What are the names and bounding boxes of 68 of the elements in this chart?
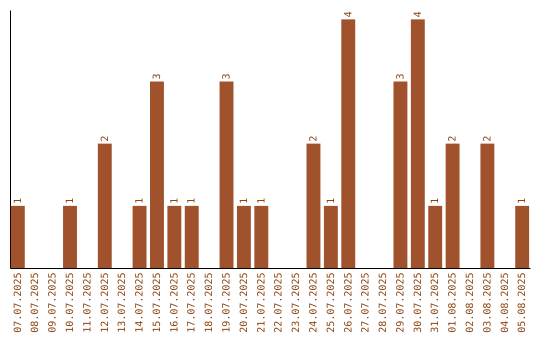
- data-label: 1: [238, 198, 250, 204]
- data-label: 3: [152, 73, 163, 80]
- x-tick-label: 12.07.2025: [100, 272, 111, 333]
- x-tick-label: 04.08.2025: [500, 272, 511, 333]
- x-tick-label: 09.07.2025: [48, 272, 59, 333]
- x-tick-label: 31.07.2025: [430, 272, 442, 333]
- data-label: 2: [100, 136, 111, 142]
- bar: [254, 206, 268, 268]
- x-tick-label: 20.07.2025: [238, 272, 250, 333]
- x-tick-label: 29.07.2025: [395, 272, 406, 333]
- x-tick-label: 14.07.2025: [134, 272, 146, 333]
- x-tick-label: 23.07.2025: [291, 272, 302, 333]
- x-tick-label: 03.08.2025: [482, 272, 494, 333]
- bar: [184, 206, 199, 268]
- data-label: 1: [134, 198, 146, 204]
- bar: [515, 206, 530, 268]
- x-tick-label: 05.08.2025: [517, 272, 528, 333]
- data-label: 1: [517, 198, 528, 204]
- bar: [132, 206, 147, 268]
- x-tick-label: 26.07.2025: [343, 272, 354, 333]
- bar: [167, 206, 182, 268]
- bar: [480, 144, 494, 268]
- bar: [428, 206, 442, 268]
- bar: [10, 206, 25, 268]
- bar: [393, 81, 408, 268]
- data-label: 1: [65, 198, 76, 204]
- data-label: 3: [395, 73, 406, 80]
- bar: [410, 19, 425, 268]
- data-label: 1: [12, 198, 24, 204]
- x-tick-label: 15.07.2025: [152, 272, 163, 333]
- bar: [150, 81, 164, 268]
- data-label: 3: [222, 73, 233, 80]
- data-label: 2: [448, 136, 459, 142]
- x-tick-label: 02.08.2025: [465, 272, 476, 333]
- x-tick-label: 21.07.2025: [256, 272, 268, 333]
- data-label: 2: [482, 136, 494, 142]
- data-label: 1: [186, 198, 198, 204]
- x-tick-label: 08.07.2025: [30, 272, 42, 333]
- x-tick-label: 17.07.2025: [186, 272, 198, 333]
- x-tick-label: 28.07.2025: [378, 272, 390, 333]
- data-label: 1: [326, 198, 337, 204]
- bar: [446, 144, 460, 268]
- data-label: 4: [343, 11, 354, 18]
- bar: [63, 206, 77, 268]
- data-label: 1: [430, 198, 442, 204]
- x-tick-label: 30.07.2025: [412, 272, 424, 333]
- bar: [306, 144, 320, 268]
- x-tick-label: 27.07.2025: [360, 272, 372, 333]
- x-tick-label: 22.07.2025: [274, 272, 285, 333]
- x-tick-label: 18.07.2025: [204, 272, 216, 333]
- data-label: 2: [308, 136, 320, 142]
- x-tick-label: 25.07.2025: [326, 272, 337, 333]
- bar: [324, 206, 338, 268]
- x-tick-label: 13.07.2025: [117, 272, 128, 333]
- x-tick-label: 10.07.2025: [65, 272, 76, 333]
- x-tick-label: 19.07.2025: [222, 272, 233, 333]
- data-label: 4: [412, 11, 424, 18]
- x-tick-label: 07.07.2025: [12, 272, 24, 333]
- bar: [98, 144, 112, 268]
- data-label: 1: [256, 198, 268, 204]
- bar: [220, 81, 234, 268]
- bar: [341, 19, 356, 268]
- x-tick-label: 11.07.2025: [82, 272, 94, 333]
- x-tick-label: 16.07.2025: [169, 272, 180, 333]
- data-label: 1: [169, 198, 180, 204]
- bar: [236, 206, 251, 268]
- x-tick-label: 01.08.2025: [448, 272, 459, 333]
- x-tick-label: 24.07.2025: [308, 272, 320, 333]
